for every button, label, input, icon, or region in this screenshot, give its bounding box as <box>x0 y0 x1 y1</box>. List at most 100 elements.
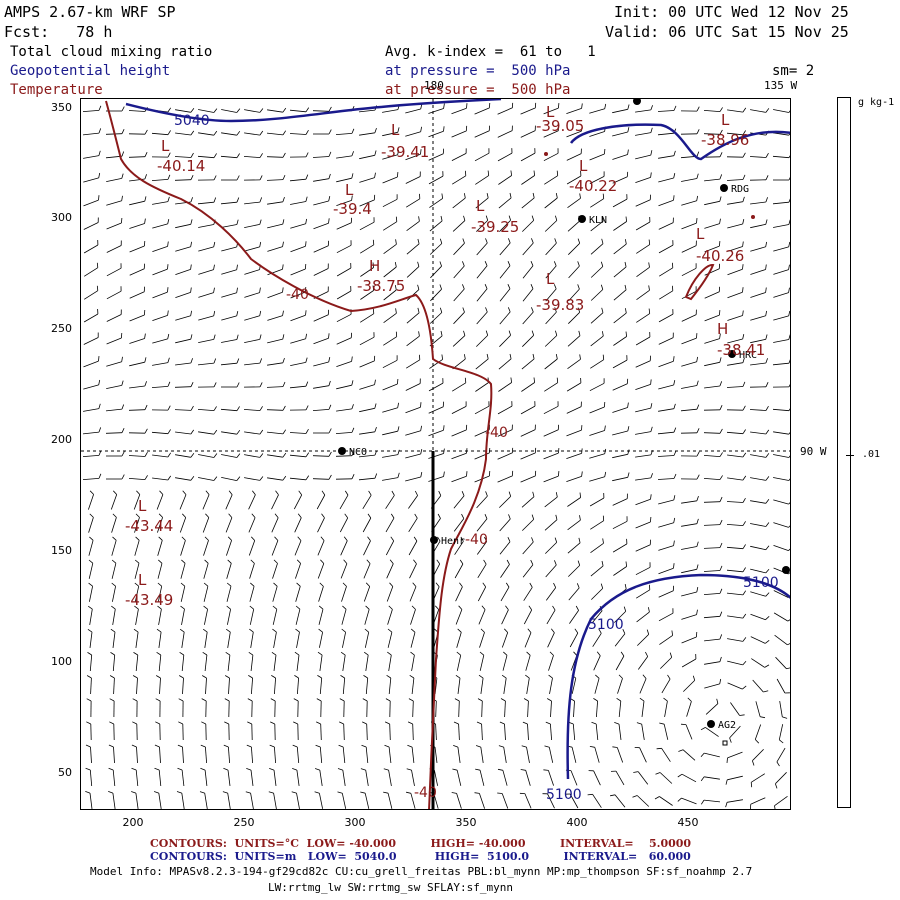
wind-barb <box>296 632 300 648</box>
wind-barb <box>136 677 138 695</box>
wind-barb-flag <box>782 716 788 719</box>
wind-barb <box>750 568 766 574</box>
wind-barb-flag <box>259 197 263 203</box>
wind-barb-flag <box>351 474 355 479</box>
wind-barb <box>566 175 582 185</box>
wind-barb-flag <box>236 382 240 388</box>
wind-barb <box>499 288 511 302</box>
wind-barb-flag <box>111 605 116 610</box>
wind-barb-flag <box>155 675 161 679</box>
wind-barb <box>429 312 443 324</box>
wind-barb-flag <box>550 628 555 633</box>
wind-barb-flag <box>389 582 394 587</box>
wind-barb-flag <box>579 193 581 199</box>
wind-barb-flag <box>765 476 770 481</box>
wind-barb-flag <box>719 588 723 594</box>
height-label: 5040 <box>174 113 210 129</box>
wind-barb <box>359 360 375 368</box>
wind-barb-flag <box>755 739 760 744</box>
wind-barb <box>456 632 462 648</box>
wind-barb-flag <box>520 769 526 771</box>
wind-barb-flag <box>87 652 92 656</box>
wind-barb-flag <box>464 377 467 383</box>
wind-barb-flag <box>167 310 169 316</box>
wind-barb <box>365 746 369 764</box>
wind-barb-flag <box>765 592 770 597</box>
wind-barb-flag <box>650 473 653 479</box>
wind-barb-flag <box>485 307 488 313</box>
wind-barb-flag <box>397 378 399 385</box>
wind-barb <box>82 132 100 136</box>
wind-barb <box>501 793 509 809</box>
wind-barb-flag <box>577 261 580 267</box>
wind-barb-flag <box>508 514 511 520</box>
wind-barb <box>545 587 557 601</box>
wind-barb-flag <box>742 452 747 458</box>
wind-barb <box>175 315 191 321</box>
wind-barb <box>660 657 672 669</box>
wind-barb-flag <box>158 559 163 564</box>
wind-barb <box>174 386 192 388</box>
wind-barb-flag <box>457 628 462 633</box>
wind-barb <box>129 385 145 389</box>
wind-barb <box>244 246 260 252</box>
wind-barb-flag <box>696 218 698 224</box>
wind-barb <box>182 746 184 764</box>
wind-barb-flag <box>190 382 194 387</box>
wind-barb <box>566 476 582 482</box>
wind-barb <box>434 770 438 786</box>
wind-barb <box>548 770 554 786</box>
wind-barb <box>614 633 626 647</box>
wind-barb <box>550 723 552 741</box>
wind-barb <box>271 540 279 556</box>
wind-barb <box>389 723 391 741</box>
wind-barb-flag <box>696 356 698 362</box>
wind-barb <box>773 522 789 528</box>
wind-barb-flag <box>144 174 147 180</box>
wind-barb <box>336 290 352 300</box>
svg-text:HRC: HRC <box>739 350 757 361</box>
wind-barb-flag <box>788 219 790 225</box>
wind-barb <box>221 132 237 136</box>
wind-barb-flag <box>742 637 747 642</box>
wind-barb <box>772 362 790 366</box>
wind-barb-flag <box>673 403 676 409</box>
wind-barb <box>451 153 467 161</box>
wind-barb <box>663 724 669 740</box>
wind-barb <box>452 220 466 232</box>
wind-barb-flag <box>531 330 535 336</box>
wind-barb <box>88 517 94 533</box>
temperature-label: -40 <box>485 425 508 441</box>
wind-barb-flag <box>788 408 790 411</box>
wind-barb <box>405 176 421 184</box>
wind-barb-flag <box>742 567 746 573</box>
wind-barb <box>635 431 651 435</box>
wind-barb-flag <box>213 241 216 247</box>
wind-barb <box>111 540 117 556</box>
wind-barb-flag <box>558 471 560 477</box>
wind-barb-flag <box>157 582 162 587</box>
wind-barb <box>635 384 651 390</box>
wind-barb <box>313 361 329 367</box>
wind-barb-flag <box>121 151 125 157</box>
wind-barb <box>476 242 488 256</box>
wind-barb-flag <box>659 722 665 725</box>
wind-barb-flag <box>249 605 254 610</box>
wind-barb <box>382 407 398 413</box>
wind-barb <box>105 432 123 434</box>
wind-barb <box>198 315 214 321</box>
wind-barb <box>476 265 488 279</box>
wind-barb-flag <box>394 262 397 268</box>
wind-barb-flag <box>98 150 101 156</box>
wind-barb <box>248 494 256 510</box>
wind-barb <box>659 635 673 645</box>
wind-barb-flag <box>167 475 172 481</box>
wind-barb <box>545 265 557 279</box>
wind-barb-flag <box>671 630 673 636</box>
wind-barb-flag <box>739 714 745 716</box>
wind-barb-flag <box>384 744 390 748</box>
wind-barb-flag <box>282 475 287 481</box>
wind-barb-flag <box>305 107 310 113</box>
wind-barb <box>520 107 536 115</box>
wind-barb <box>503 678 507 694</box>
